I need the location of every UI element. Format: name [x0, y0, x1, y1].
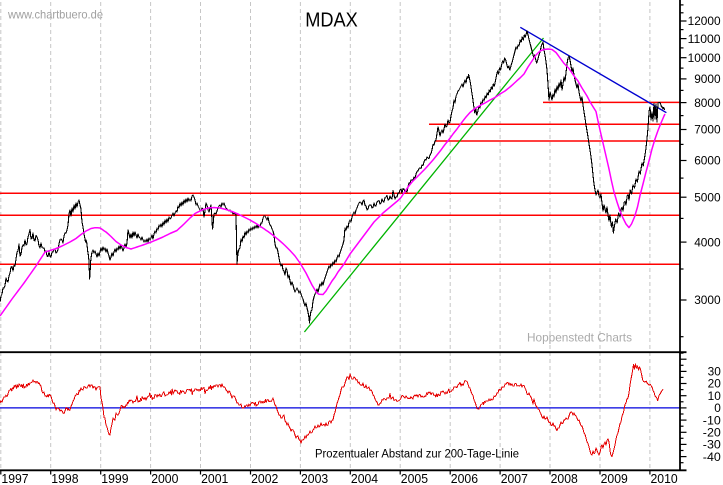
svg-text:1999: 1999 — [101, 472, 128, 485]
svg-text:11000: 11000 — [688, 32, 721, 46]
svg-text:2002: 2002 — [251, 472, 278, 485]
svg-text:-20: -20 — [703, 426, 721, 440]
svg-text:-30: -30 — [703, 438, 721, 452]
svg-text:10000: 10000 — [688, 51, 721, 65]
svg-text:2005: 2005 — [401, 472, 428, 485]
svg-text:-10: -10 — [703, 413, 721, 427]
svg-text:1997: 1997 — [1, 472, 28, 485]
svg-text:2001: 2001 — [201, 472, 228, 485]
svg-text:www.chartbuero.de: www.chartbuero.de — [7, 8, 103, 22]
svg-text:Hoppenstedt Charts: Hoppenstedt Charts — [527, 330, 632, 344]
svg-text:9000: 9000 — [694, 72, 721, 86]
svg-text:4000: 4000 — [694, 235, 721, 249]
svg-text:2009: 2009 — [601, 472, 628, 485]
svg-text:2006: 2006 — [451, 472, 478, 485]
svg-text:5000: 5000 — [694, 190, 721, 204]
svg-text:2000: 2000 — [151, 472, 178, 485]
svg-text:0: 0 — [714, 401, 721, 415]
svg-text:10: 10 — [708, 389, 722, 403]
svg-text:1998: 1998 — [51, 472, 78, 485]
svg-text:2008: 2008 — [551, 472, 578, 485]
svg-text:2003: 2003 — [301, 472, 328, 485]
svg-text:Prozentualer Abstand zur 200-T: Prozentualer Abstand zur 200-Tage-Linie — [315, 449, 519, 461]
svg-text:3000: 3000 — [694, 293, 721, 307]
svg-text:-40: -40 — [703, 450, 721, 464]
svg-text:MDAX: MDAX — [305, 9, 358, 31]
svg-text:2010: 2010 — [651, 472, 678, 485]
svg-text:6000: 6000 — [694, 154, 721, 168]
svg-text:2004: 2004 — [351, 472, 378, 485]
svg-text:7000: 7000 — [694, 123, 721, 137]
svg-text:8000: 8000 — [694, 96, 721, 110]
svg-text:12000: 12000 — [688, 14, 721, 28]
svg-text:2007: 2007 — [501, 472, 528, 485]
svg-text:20: 20 — [708, 377, 722, 391]
svg-text:30: 30 — [708, 365, 722, 379]
